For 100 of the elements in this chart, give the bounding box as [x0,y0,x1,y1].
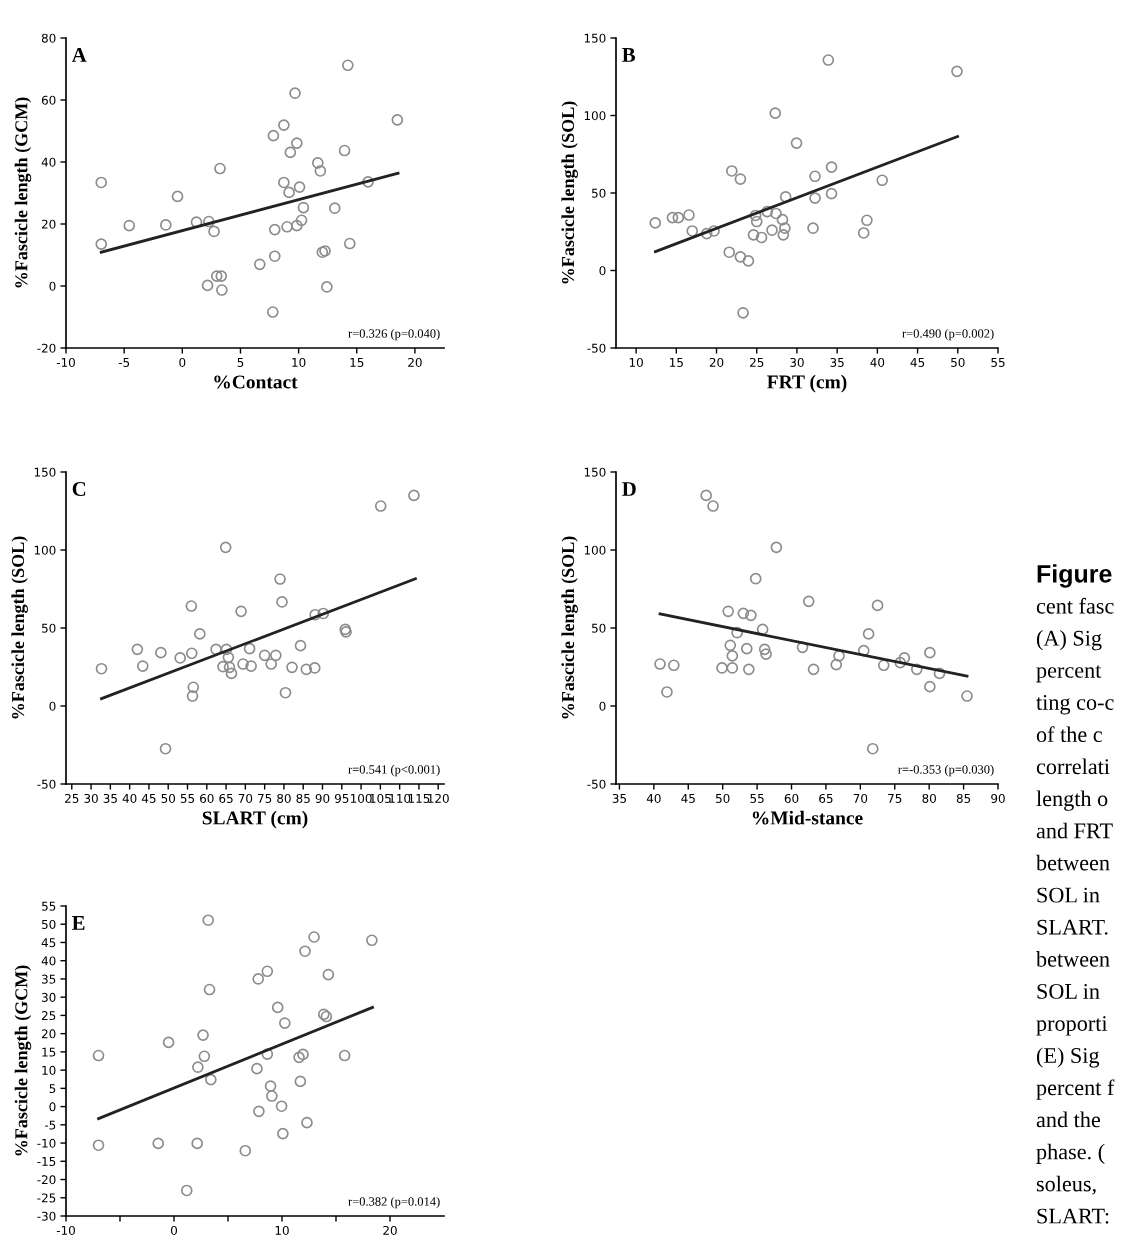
point [809,170,821,183]
point [268,223,281,236]
point [92,1049,105,1062]
point [745,609,757,622]
point [297,201,310,214]
point [769,107,782,120]
point [722,605,735,618]
point [253,1105,265,1118]
point [338,1049,351,1062]
point [185,600,198,612]
point [278,176,290,189]
point [322,968,335,981]
point [180,1184,193,1197]
text: and the [1036,1111,1101,1128]
point [198,1050,211,1063]
point [159,219,172,231]
point [362,176,374,188]
point [807,222,819,235]
point [734,173,747,185]
text: SOL in [1037,887,1100,903]
text: (A) Sig [1036,630,1102,651]
point [700,227,713,240]
y-axis-title: %Fascicle length (SOL) [561,536,578,719]
point [308,931,320,943]
point [776,213,789,226]
point [734,251,747,263]
annotation: B [622,48,636,62]
point [737,306,749,319]
point [299,945,311,958]
text: proporti [1036,1016,1108,1036]
text: phase. ( [1036,1143,1105,1164]
annotation: A [71,48,87,62]
point [716,662,728,674]
text: correlati [1036,758,1110,775]
point [731,626,743,639]
point [187,681,200,694]
point [275,1100,288,1113]
point [281,220,293,233]
point [672,211,685,224]
point [294,639,307,652]
point [686,225,699,237]
point [311,157,324,169]
point [898,652,911,664]
point [293,1051,305,1064]
point [291,219,303,232]
point [321,281,333,293]
text: between [1036,854,1110,871]
point [266,306,279,318]
point [951,65,963,78]
point [253,258,266,271]
point [289,87,301,100]
text: SLART: [1037,1208,1109,1224]
point [197,1029,209,1041]
point [92,1139,105,1152]
point [284,146,297,159]
point [700,489,713,502]
point [174,652,187,664]
point [726,662,739,674]
point [317,607,330,620]
text: percent [1036,665,1102,683]
point [755,231,768,244]
point [223,661,236,674]
point [95,176,108,189]
annotation: D [622,482,636,496]
point [243,642,256,655]
point [933,667,946,680]
point [239,1144,252,1157]
point [269,649,282,662]
point [300,663,313,676]
point [723,246,736,259]
text: SOL in [1037,983,1100,999]
point [286,661,298,674]
point [301,1116,313,1129]
point [802,595,815,608]
point [278,1017,291,1029]
point [201,279,214,292]
point [294,1075,307,1088]
point [374,500,387,512]
point [235,605,247,618]
point [796,641,809,654]
point [742,255,755,267]
annotation: E [72,916,85,930]
y-axis-title: %Fascicle length (SOL) [11,536,28,719]
point [770,207,782,220]
point [297,1048,309,1061]
text: between [1036,951,1110,967]
point [861,214,873,227]
point [251,1062,263,1075]
point [341,59,354,72]
point [276,596,288,608]
point [758,643,771,656]
text: length o [1036,790,1108,811]
point [295,214,308,227]
point [210,643,222,656]
text: Figure [1037,564,1112,588]
point [871,599,884,612]
point [777,229,790,241]
point [707,500,719,512]
point [203,983,216,996]
point [766,224,778,237]
